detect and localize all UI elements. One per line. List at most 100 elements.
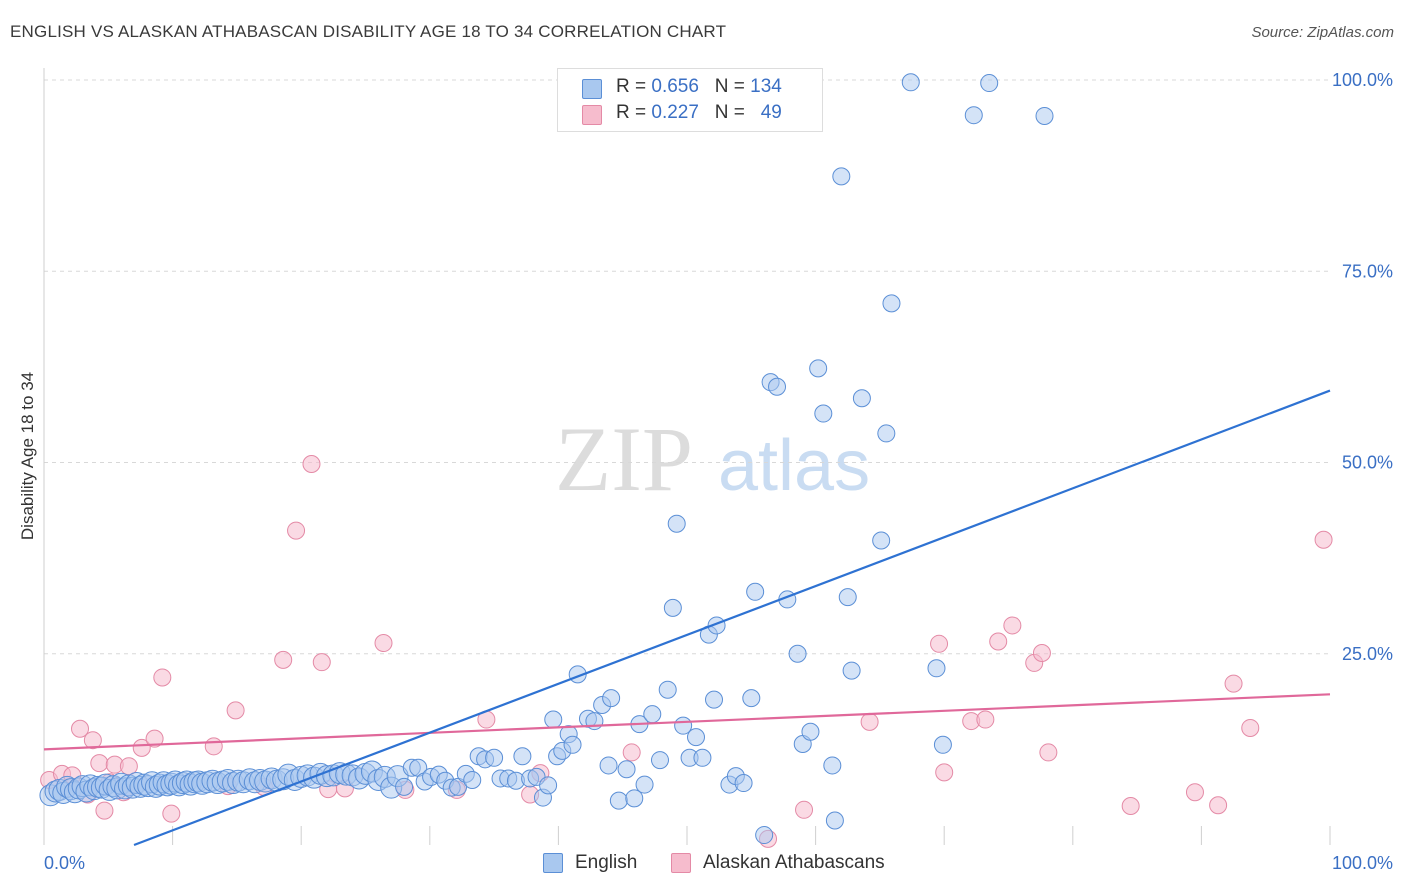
athabascan-point <box>132 738 151 757</box>
english-point <box>544 710 563 729</box>
english-point <box>852 389 871 408</box>
english-point <box>635 775 654 794</box>
english-point <box>705 690 724 709</box>
stats-box: R = 0.656 N = 134 R = 0.227 N = 49 <box>557 68 823 132</box>
english-point <box>650 751 669 770</box>
athabascan-point <box>1209 796 1228 815</box>
athabascan-point <box>302 455 321 474</box>
athabascan-point <box>976 710 995 729</box>
athabascan-point <box>226 701 245 720</box>
athabascan-point <box>274 650 293 669</box>
english-point <box>964 106 983 125</box>
english-point <box>809 359 828 378</box>
y-tick-label: 100.0% <box>1332 70 1393 90</box>
x-tick-label-min: 0.0% <box>44 853 85 873</box>
athabascan-point <box>287 521 306 540</box>
english-points <box>39 73 1054 845</box>
athabascan-point <box>1314 530 1333 549</box>
athabascan-point <box>622 743 641 762</box>
watermark-zip: ZIP <box>555 408 693 510</box>
english-point <box>609 791 628 810</box>
legend-athabascan-swatch <box>671 853 691 873</box>
watermark: ZIP atlas <box>555 408 870 510</box>
english-point <box>788 644 807 663</box>
english-point <box>663 598 682 617</box>
y-tick-label: 25.0% <box>1342 644 1393 664</box>
english-point <box>625 789 644 808</box>
athabascan-point <box>795 800 814 819</box>
source-label: Source: ZipAtlas.com <box>1251 24 1394 41</box>
athabascan-point <box>119 757 138 776</box>
athabascan-point <box>1039 743 1058 762</box>
english-point <box>814 404 833 423</box>
english-point <box>746 582 765 601</box>
y-axis-title: Disability Age 18 to 34 <box>18 372 37 540</box>
english-point <box>643 705 662 724</box>
english-trend-line <box>133 389 1331 847</box>
stats-text-english: R = 0.656 N = 134 <box>616 76 782 98</box>
english-point <box>755 826 774 845</box>
english-swatch <box>582 79 602 99</box>
english-point <box>693 748 712 767</box>
y-tick-label: 50.0% <box>1342 453 1393 473</box>
english-point <box>602 689 621 708</box>
athabascan-point <box>1121 796 1140 815</box>
tick-labels: 25.0% 50.0% 75.0% 100.0% 0.0% 100.0% <box>44 70 1393 873</box>
n-label: N = <box>714 76 745 97</box>
athabascan-point <box>312 653 331 672</box>
english-point <box>734 774 753 793</box>
english-point <box>801 722 820 741</box>
english-point <box>832 167 851 186</box>
athabascan-point <box>71 719 90 738</box>
legend-english-swatch <box>543 853 563 873</box>
y-axis-title-group: Disability Age 18 to 34 <box>18 372 37 540</box>
gridlines <box>44 79 1330 655</box>
athabascan-point <box>90 754 109 773</box>
athabascan-point <box>1003 616 1022 635</box>
x-tick-label-max: 100.0% <box>1332 853 1393 873</box>
n-value-athabascan: 49 <box>760 102 782 123</box>
english-point <box>687 728 706 747</box>
athabascan-point <box>374 634 393 653</box>
english-point <box>395 777 414 796</box>
athabascan-point <box>83 731 102 750</box>
english-point <box>513 747 532 766</box>
english-point <box>882 294 901 313</box>
n-label: N = <box>714 102 745 123</box>
stats-text-athabascan: R = 0.227 N = 49 <box>616 102 782 124</box>
athabascan-point <box>1224 674 1243 693</box>
athabascan-swatch <box>582 105 602 125</box>
english-point <box>927 659 946 678</box>
athabascan-point <box>204 737 223 756</box>
athabascan-point <box>95 801 114 820</box>
english-point <box>901 73 920 92</box>
axes <box>43 68 1331 845</box>
english-point <box>742 689 761 708</box>
r-label: R = <box>616 102 647 123</box>
athabascan-point <box>1241 718 1260 737</box>
legend-english-label: English <box>575 852 638 873</box>
english-point <box>933 735 952 754</box>
r-label: R = <box>616 76 647 97</box>
trend-lines <box>43 389 1331 847</box>
english-point <box>838 588 857 607</box>
english-point <box>872 531 891 550</box>
english-point <box>842 661 861 680</box>
athabascan-point <box>935 763 954 782</box>
english-point <box>658 680 677 699</box>
watermark-atlas: atlas <box>718 426 870 506</box>
athabascan-point <box>145 729 164 748</box>
athabascan-point <box>989 632 1008 651</box>
athabascan-point <box>860 712 879 731</box>
r-value-athabascan: 0.227 <box>651 102 699 123</box>
english-point <box>463 770 482 789</box>
chart-title: ENGLISH VS ALASKAN ATHABASCAN DISABILITY… <box>10 22 727 41</box>
athabascan-point <box>930 634 949 653</box>
english-point <box>768 377 787 396</box>
english-point <box>823 756 842 775</box>
athabascan-point <box>162 804 181 823</box>
y-tick-label: 75.0% <box>1342 261 1393 281</box>
athabascan-point <box>1185 783 1204 802</box>
athabascan-trend-line <box>43 693 1331 751</box>
